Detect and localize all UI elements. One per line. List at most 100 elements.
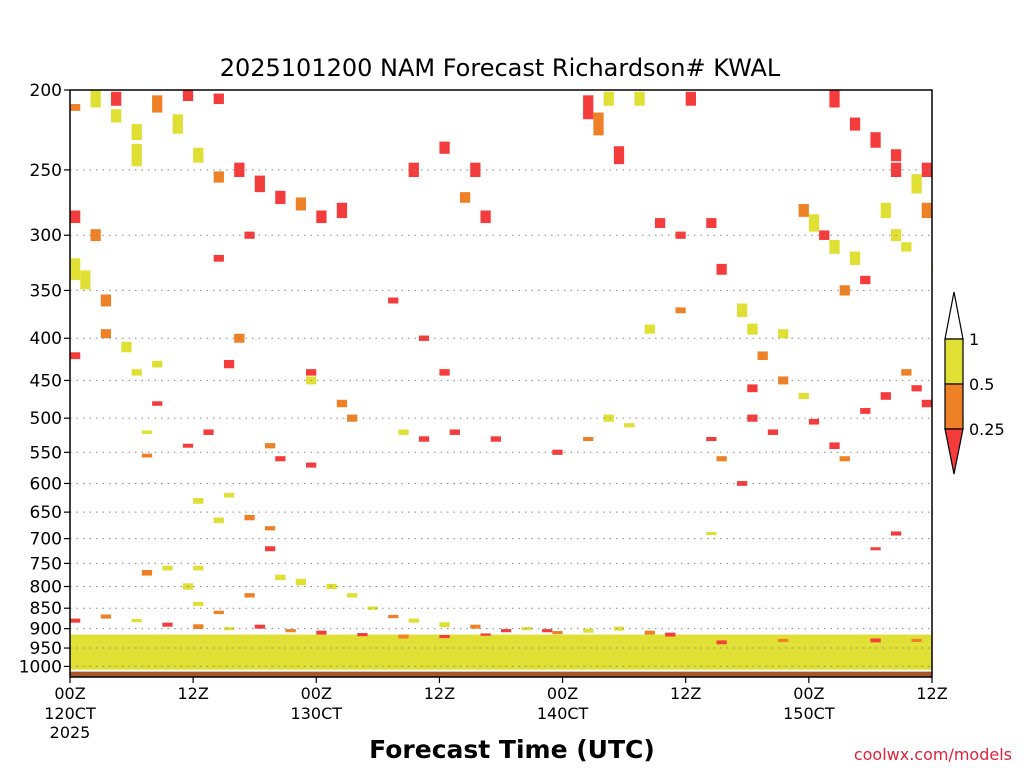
ri-cell — [70, 210, 81, 224]
ri-cell — [911, 638, 922, 642]
ri-cell — [685, 638, 696, 642]
ri-cell — [121, 341, 132, 353]
ri-cell — [767, 429, 779, 435]
ri-cell — [480, 633, 491, 636]
ri-cell — [439, 369, 450, 376]
ri-cell — [778, 376, 789, 385]
ri-cell — [244, 231, 255, 239]
ri-cell — [552, 449, 563, 455]
ri-cell — [347, 414, 358, 422]
ri-cell — [70, 618, 81, 623]
plot-frame — [69, 89, 933, 678]
ri-cell — [706, 218, 717, 228]
y-tick-label: 650 — [30, 503, 62, 523]
legend-swatch — [944, 338, 964, 385]
ri-cell — [880, 202, 891, 219]
ri-cell — [890, 149, 902, 162]
x-tick-label: 00Z — [54, 684, 85, 703]
y-tick-label: 250 — [30, 161, 62, 181]
ri-cell — [644, 324, 655, 334]
ri-cell — [603, 414, 614, 422]
ri-cell — [449, 429, 460, 435]
ri-cell — [901, 242, 912, 252]
boundary-band-0 — [70, 644, 932, 671]
ri-cell — [100, 294, 112, 307]
ri-cell — [593, 112, 604, 136]
x-tick-label: 00Z — [547, 684, 578, 703]
ri-cell — [829, 90, 840, 108]
y-tick-label: 600 — [30, 474, 62, 494]
ri-cell — [193, 624, 204, 630]
ri-cell — [213, 171, 224, 183]
x-tick-label: 12Z — [177, 684, 208, 703]
ri-cell — [459, 192, 471, 203]
ri-cell — [808, 640, 820, 645]
legend-bottom-arrow — [944, 428, 964, 475]
ri-cell — [737, 303, 748, 318]
ri-cell — [152, 360, 163, 368]
ri-cell — [716, 456, 727, 462]
ri-cell — [439, 141, 450, 154]
ri-cell — [501, 629, 512, 633]
ri-cell — [295, 197, 307, 211]
ri-cell — [747, 384, 758, 393]
ri-cell — [418, 436, 430, 442]
cells-layer — [70, 90, 933, 677]
ri-cell — [100, 329, 112, 339]
ri-cell — [921, 162, 932, 178]
x-tick-label: 12Z — [670, 684, 701, 703]
ri-cell — [808, 418, 820, 425]
ri-cell — [141, 570, 153, 576]
grid-layer — [70, 169, 932, 667]
ri-cell — [583, 95, 594, 120]
ri-cell — [90, 229, 101, 242]
y-tick-label: 450 — [30, 371, 62, 391]
ri-cell — [870, 132, 881, 148]
ri-cell — [244, 514, 255, 521]
y-tick-label: 900 — [30, 620, 62, 640]
ri-cell — [737, 481, 748, 486]
chart-title: 2025101200 NAM Forecast Richardson# KWAL — [220, 54, 781, 82]
ri-cell — [193, 498, 204, 504]
ri-cell — [675, 307, 686, 314]
ri-cell — [285, 629, 296, 633]
legend-swatch — [944, 383, 964, 430]
ri-cell — [439, 622, 450, 628]
ri-cell — [911, 385, 922, 392]
ri-cell — [80, 270, 91, 290]
ri-cell — [193, 147, 204, 163]
ri-cell — [839, 456, 850, 462]
ri-cell — [890, 640, 902, 644]
ri-cell — [264, 526, 276, 531]
ri-cell — [213, 93, 224, 105]
ri-cell — [70, 104, 81, 111]
ri-cell — [613, 626, 625, 631]
ri-cell — [654, 218, 666, 228]
ri-cell — [223, 359, 235, 369]
y-tick-label: 850 — [30, 599, 62, 619]
ri-cell — [849, 117, 861, 131]
ri-cell — [798, 392, 809, 400]
ri-cell — [306, 369, 317, 376]
ri-cell — [141, 453, 153, 458]
x-date-label: 130CT — [291, 704, 343, 723]
ri-cell — [716, 263, 727, 275]
y-tick-label: 700 — [30, 530, 62, 550]
ri-cell — [398, 429, 409, 435]
ri-cell — [182, 90, 194, 102]
ri-cell — [613, 146, 625, 165]
x-tick-label: 12Z — [916, 684, 947, 703]
y-tick-label: 550 — [30, 443, 62, 463]
ri-cell — [849, 251, 861, 265]
ri-cell — [860, 275, 871, 285]
ri-cell — [90, 90, 101, 108]
ri-cell — [254, 624, 265, 629]
ri-cell — [706, 531, 717, 536]
ri-cell — [275, 456, 286, 462]
ri-cell — [890, 531, 902, 536]
x-tick-label: 12Z — [424, 684, 455, 703]
credit-text: coolwx.com/models — [854, 745, 1012, 764]
ri-cell — [131, 618, 142, 623]
ri-cell — [521, 627, 532, 631]
ri-cell — [70, 352, 81, 360]
